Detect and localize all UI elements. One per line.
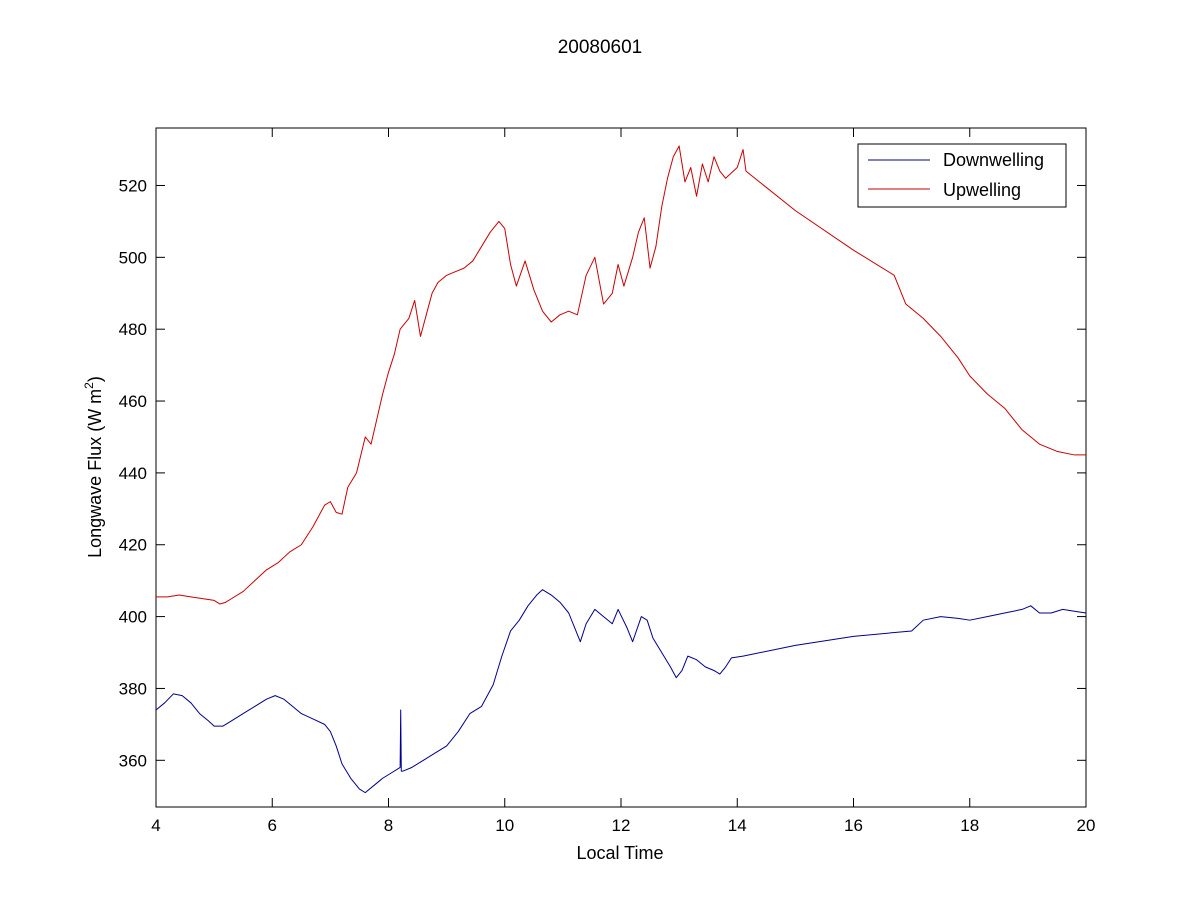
y-tick-label: 380	[119, 679, 147, 698]
y-tick-label: 420	[119, 536, 147, 555]
legend-label-downwelling: Downwelling	[943, 150, 1044, 170]
y-tick-label: 460	[119, 392, 147, 411]
y-tick-label: 520	[119, 176, 147, 195]
y-axis-label-main: Longwave Flux (W m	[85, 389, 105, 558]
ticks-layer: 4 6 8 10 12 14 16 18 20 360 380 400 420 440 460 480 500 5…	[119, 128, 1096, 835]
x-tick-label: 6	[268, 816, 277, 835]
legend: Downwelling Upwelling	[857, 143, 1067, 208]
y-tick-label: 500	[119, 248, 147, 267]
y-tick-label: 440	[119, 464, 147, 483]
x-tick-label: 4	[151, 816, 160, 835]
x-tick-label: 8	[384, 816, 393, 835]
x-axis-label: Local Time	[576, 843, 663, 863]
series-line-downwelling	[155, 589, 1087, 794]
legend-label-upwelling: Upwelling	[943, 180, 1021, 200]
x-tick-label: 14	[728, 816, 747, 835]
chart-title: 20080601	[558, 37, 643, 58]
x-tick-label: 12	[612, 816, 631, 835]
y-tick-label: 400	[119, 608, 147, 627]
x-tick-label: 20	[1077, 816, 1096, 835]
y-axis-label: Longwave Flux (W m2)	[82, 376, 105, 558]
x-tick-label: 16	[844, 816, 863, 835]
y-tick-label: 480	[119, 320, 147, 339]
x-tick-label: 18	[960, 816, 979, 835]
x-tick-label: 10	[495, 816, 514, 835]
plot-area: 4 6 8 10 12 14 16 18 20 360 380 400 420 440 460 480 500 5…	[119, 127, 1096, 835]
series-layer	[155, 145, 1087, 794]
y-tick-label: 360	[119, 751, 147, 770]
legend-box	[857, 143, 1067, 208]
axes-box	[155, 127, 1087, 808]
y-axis-label-close: )	[85, 376, 105, 382]
series-line-upwelling	[156, 145, 1086, 605]
y-axis-label-superscript: 2	[82, 382, 96, 389]
